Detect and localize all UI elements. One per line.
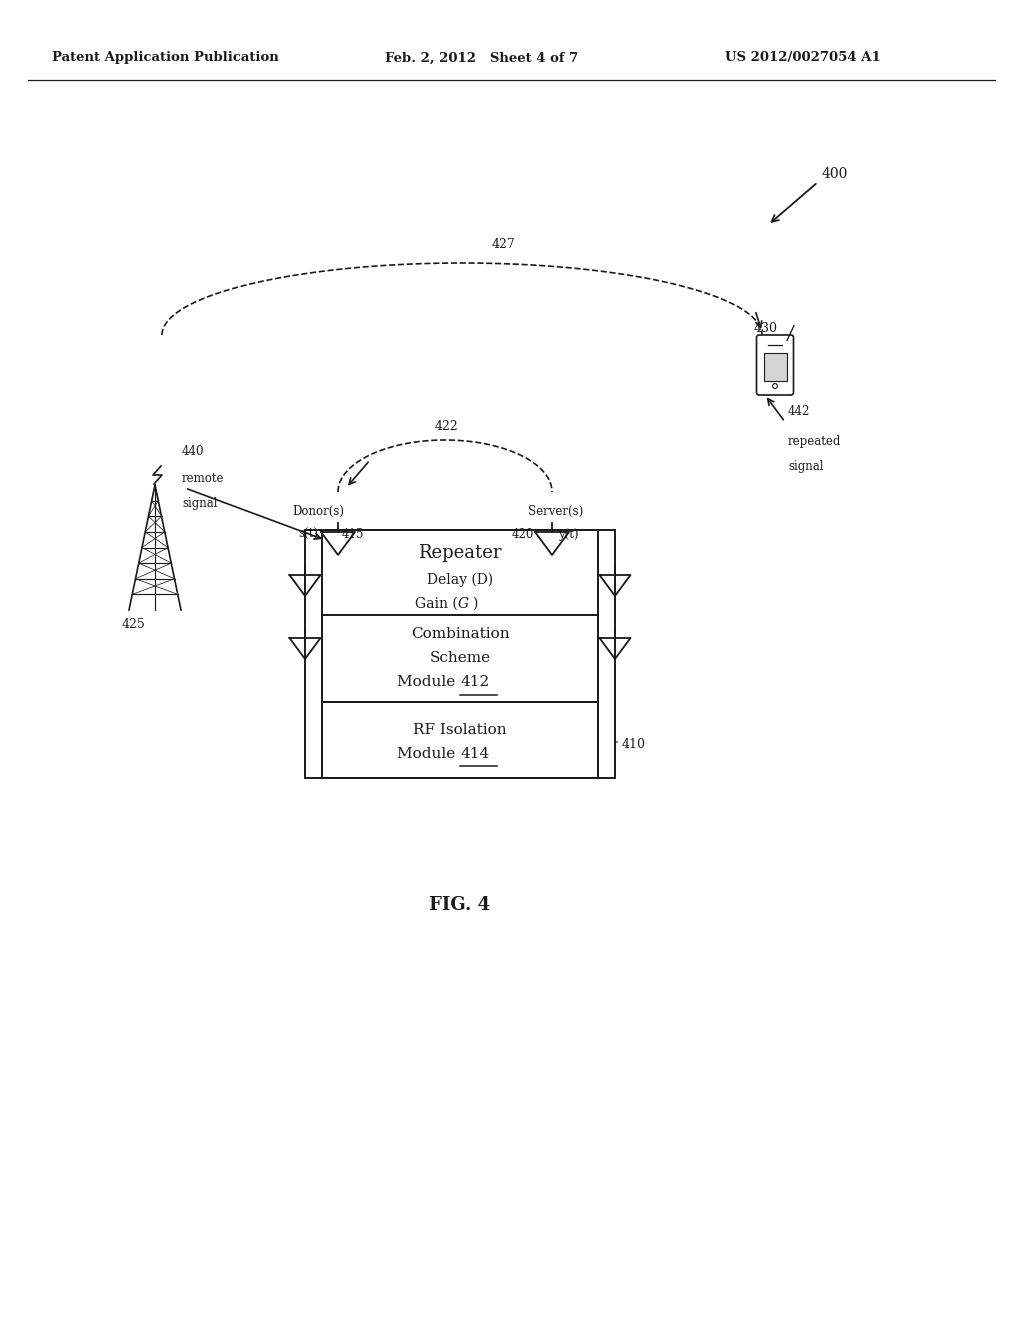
Text: G: G: [458, 597, 469, 610]
Text: Scheme: Scheme: [429, 652, 490, 665]
Text: y(t): y(t): [558, 528, 579, 541]
Text: Delay (D): Delay (D): [427, 573, 494, 586]
Text: s(t): s(t): [298, 528, 317, 541]
Text: remote: remote: [182, 473, 224, 484]
Text: 420: 420: [512, 528, 535, 541]
Text: signal: signal: [182, 498, 217, 510]
Text: 427: 427: [492, 238, 516, 251]
Bar: [764, 352, 786, 380]
Text: 440: 440: [182, 445, 205, 458]
Text: US 2012/0027054 A1: US 2012/0027054 A1: [725, 51, 881, 65]
Text: repeated: repeated: [788, 436, 842, 447]
Text: Server(s): Server(s): [528, 506, 584, 517]
Bar: [322, 702, 598, 777]
Text: 415: 415: [342, 528, 365, 541]
Text: 400: 400: [822, 168, 848, 181]
Bar: [322, 531, 598, 615]
Text: Patent Application Publication: Patent Application Publication: [52, 51, 279, 65]
FancyBboxPatch shape: [757, 335, 794, 395]
Text: FIG. 4: FIG. 4: [429, 896, 490, 913]
Text: Repeater: Repeater: [418, 544, 502, 561]
Text: 412: 412: [460, 676, 489, 689]
Bar: [322, 615, 598, 702]
Text: RF Isolation: RF Isolation: [414, 723, 507, 737]
Text: signal: signal: [788, 459, 823, 473]
Text: 410: 410: [622, 738, 646, 751]
Text: 414: 414: [460, 747, 489, 762]
Text: 422: 422: [435, 420, 459, 433]
Text: Donor(s): Donor(s): [292, 506, 344, 517]
Text: Feb. 2, 2012   Sheet 4 of 7: Feb. 2, 2012 Sheet 4 of 7: [385, 51, 579, 65]
Text: 442: 442: [788, 405, 810, 418]
Text: Module: Module: [397, 747, 460, 762]
Text: 430: 430: [754, 322, 778, 335]
Text: 425: 425: [122, 618, 145, 631]
Text: ): ): [472, 597, 477, 610]
Text: Combination: Combination: [411, 627, 509, 642]
Text: Module: Module: [397, 676, 460, 689]
Text: Gain (: Gain (: [416, 597, 458, 610]
Bar: [305, 531, 615, 777]
